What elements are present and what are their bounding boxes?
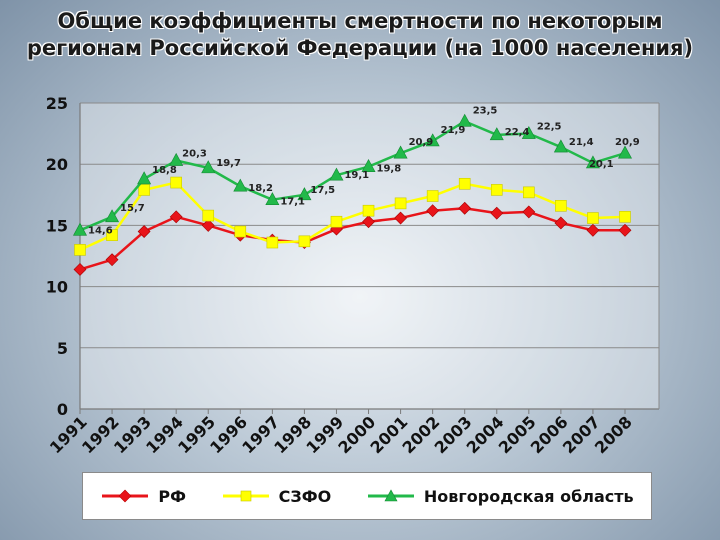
y-tick-label: 25 bbox=[46, 94, 68, 113]
data-point bbox=[137, 171, 152, 185]
data-label: 19,1 bbox=[344, 170, 369, 181]
data-label: 23,5 bbox=[473, 105, 498, 116]
data-point bbox=[234, 225, 247, 238]
data-label: 19,8 bbox=[377, 164, 402, 175]
data-label: 21,9 bbox=[441, 125, 466, 136]
data-label: 20,9 bbox=[409, 137, 434, 148]
data-point bbox=[362, 204, 375, 217]
data-point bbox=[233, 178, 248, 192]
y-tick-label: 5 bbox=[57, 339, 68, 358]
legend-item-novgorod: Новгородская область bbox=[366, 487, 634, 506]
data-point bbox=[425, 133, 440, 147]
y-tick-label: 20 bbox=[46, 155, 68, 174]
data-label: 22,4 bbox=[505, 127, 530, 138]
data-label: 15,7 bbox=[120, 203, 145, 214]
data-label: 19,7 bbox=[216, 158, 241, 169]
data-point bbox=[457, 113, 472, 127]
data-label: 20,1 bbox=[589, 159, 614, 170]
data-point bbox=[73, 263, 87, 276]
data-point bbox=[201, 218, 215, 232]
data-point bbox=[265, 192, 280, 205]
data-point bbox=[170, 176, 182, 189]
data-label: 14,6 bbox=[88, 225, 113, 236]
data-point bbox=[619, 211, 631, 223]
data-label: 18,8 bbox=[152, 165, 177, 176]
legend-item-rf: РФ bbox=[100, 487, 186, 506]
data-point bbox=[586, 223, 600, 237]
data-point bbox=[297, 187, 312, 201]
data-point bbox=[202, 209, 215, 222]
data-point bbox=[74, 244, 86, 256]
data-label: 17,1 bbox=[280, 197, 305, 208]
legend-marker-szfo bbox=[222, 490, 269, 502]
plot-area bbox=[80, 103, 659, 409]
data-point bbox=[523, 186, 535, 199]
y-tick-label: 15 bbox=[46, 216, 68, 235]
data-point bbox=[361, 159, 376, 172]
data-point bbox=[585, 155, 600, 169]
data-point bbox=[105, 253, 119, 267]
data-point bbox=[105, 209, 120, 223]
legend-label-novgorod: Новгородская область bbox=[423, 486, 634, 506]
data-point bbox=[169, 210, 183, 224]
data-label: 20,9 bbox=[615, 137, 640, 148]
data-point bbox=[201, 160, 216, 174]
data-point bbox=[458, 177, 471, 190]
data-point bbox=[394, 211, 408, 225]
data-point bbox=[617, 145, 633, 159]
legend-label-rf: РФ bbox=[158, 486, 186, 506]
data-point bbox=[362, 215, 375, 229]
data-point bbox=[298, 235, 311, 248]
data-point bbox=[587, 212, 599, 224]
data-point bbox=[393, 145, 408, 159]
legend-marker-novgorod bbox=[367, 489, 414, 502]
series-line bbox=[79, 207, 625, 271]
data-label: 20,3 bbox=[182, 149, 207, 160]
data-point bbox=[266, 236, 279, 249]
data-point bbox=[553, 139, 568, 153]
data-label: 17,5 bbox=[310, 185, 335, 196]
data-point bbox=[618, 223, 632, 237]
data-point bbox=[458, 201, 472, 215]
chart-legend: РФ СЗФО Новгородская область bbox=[82, 472, 652, 520]
legend-label-szfo: СЗФО bbox=[278, 486, 332, 506]
chart-title-line-1: Общие коэффициенты смертности по некотор… bbox=[57, 9, 663, 33]
x-tick-label: 2008 bbox=[591, 412, 636, 457]
data-point bbox=[489, 127, 504, 141]
data-point bbox=[555, 200, 567, 212]
data-label: 22,5 bbox=[537, 122, 562, 133]
data-point bbox=[137, 225, 151, 238]
legend-item-szfo: СЗФО bbox=[221, 486, 332, 506]
y-tick-label: 0 bbox=[57, 400, 68, 419]
data-point bbox=[169, 152, 184, 166]
data-point bbox=[426, 204, 440, 218]
y-tick-label: 10 bbox=[46, 278, 68, 297]
data-point bbox=[330, 215, 343, 228]
data-point bbox=[138, 184, 150, 196]
data-point bbox=[522, 205, 536, 219]
data-point bbox=[72, 222, 88, 236]
data-label: 21,4 bbox=[569, 137, 594, 148]
data-point bbox=[490, 184, 503, 196]
data-point bbox=[554, 216, 568, 230]
data-point bbox=[490, 206, 504, 220]
data-point bbox=[394, 197, 407, 210]
data-point bbox=[426, 190, 439, 202]
data-point bbox=[106, 229, 118, 241]
data-label: 18,2 bbox=[248, 183, 273, 194]
legend-marker-rf bbox=[102, 489, 149, 503]
data-point bbox=[521, 125, 536, 139]
chart-title-line-2: регионам Российской Федерации (на 1000 н… bbox=[26, 36, 694, 60]
data-point bbox=[329, 167, 344, 181]
chart-title: Общие коэффициенты смертности по некотор… bbox=[0, 8, 720, 62]
